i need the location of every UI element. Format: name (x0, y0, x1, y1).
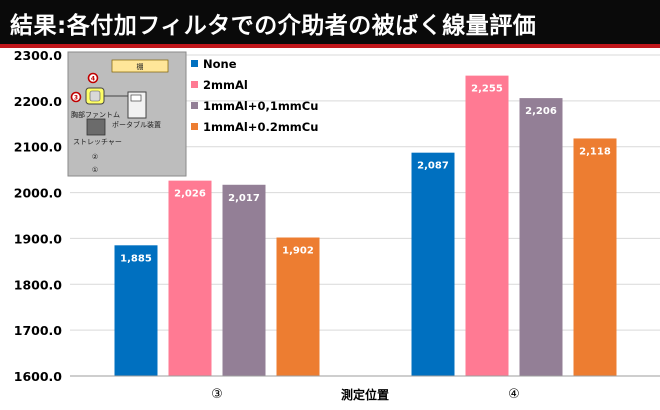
bar-None-0 (114, 245, 158, 376)
y-axis-tick-labels: 1600.0 1700.0 1800.0 1900.0 2000.0 2100.0 2200… (14, 48, 63, 384)
portable-head (130, 94, 142, 102)
legend-swatch-1 (191, 81, 198, 88)
phantom-label: 胸部ファントム (71, 110, 120, 119)
position-3-marker (70, 91, 82, 103)
y-tick-label-1800: 1800.0 (14, 277, 63, 292)
legend-label-0: None (203, 57, 237, 71)
y-tick-label-1900: 1900.0 (14, 231, 63, 246)
title-bar: 結果:各付加フィルタでの介助者の被ばく線量評価 (0, 0, 660, 44)
x-tick-label-1: ④ (508, 387, 520, 402)
legend-label-2: 1mmAl+0,1mmCu (203, 99, 318, 113)
legend-swatch-3 (191, 123, 198, 130)
bar-None-1 (411, 152, 455, 376)
data-label-1mmAl+0,1mmCu-0: 2,017 (228, 193, 260, 204)
data-label-1mmAl+0,1mmCu-1: 2,206 (525, 106, 557, 117)
inset-background (67, 51, 187, 177)
legend: None 2mmAl 1mmAl+0,1mmCu 1mmAl+0.2mmCu (191, 57, 318, 134)
shelf-box (111, 59, 169, 73)
x-tick-label-0: ③ (211, 387, 223, 402)
shelf-label: 棚 (137, 62, 144, 71)
y-tick-label-2100: 2100.0 (14, 140, 63, 155)
bar-2mmAl-0 (168, 180, 212, 376)
chest-phantom-inner (89, 90, 101, 102)
x-axis-title: 測定位置 (341, 387, 389, 402)
y-tick-label-2300: 2300.0 (14, 48, 63, 63)
data-label-None-1: 2,087 (417, 161, 449, 172)
legend-label-1: 2mmAl (203, 78, 248, 92)
y-tick-label-2000: 2000.0 (14, 186, 63, 201)
portable-label: ポータブル装置 (112, 120, 161, 129)
data-label-1mmAl+0.2mmCu-0: 1,902 (282, 246, 314, 257)
stretcher (86, 118, 106, 136)
data-label-2mmAl-1: 2,255 (471, 84, 503, 95)
data-label-1mmAl+0.2mmCu-1: 2,118 (579, 146, 611, 157)
position-3-marker-label: 3 (74, 95, 78, 102)
title-underline (0, 44, 660, 48)
legend-label-3: 1mmAl+0.2mmCu (203, 120, 318, 134)
data-labels: 1,885 2,026 2,017 1,902 2,087 2,255 2,206 2,118 (120, 84, 611, 265)
legend-swatch-2 (191, 102, 198, 109)
position-2-label: ② (92, 153, 98, 161)
stretcher-label: ストレッチャー (73, 138, 122, 146)
data-label-2mmAl-0: 2,026 (174, 189, 206, 200)
room-layout-inset: 棚 4 3 胸部ファントム ポータブル装置 ストレッチャー ② ① (67, 51, 187, 177)
bar-1mmAl+0,1mmCu-0 (222, 184, 266, 376)
bar-1mmAl+0,1mmCu-1 (519, 98, 563, 376)
position-4-marker-label: 4 (91, 76, 95, 83)
page-title: 結果:各付加フィルタでの介助者の被ばく線量評価 (10, 13, 537, 39)
position-1-label: ① (92, 166, 98, 174)
position-4-marker (87, 72, 99, 84)
bar-2mmAl-1 (465, 75, 509, 376)
y-tick-label-1700: 1700.0 (14, 323, 63, 338)
legend-swatch-0 (191, 60, 198, 67)
y-tick-label-2200: 2200.0 (14, 94, 63, 109)
data-label-None-0: 1,885 (120, 253, 152, 264)
bars (114, 75, 617, 376)
bar-1mmAl+0.2mmCu-0 (276, 237, 320, 376)
y-tick-label-1600: 1600.0 (14, 369, 63, 384)
bar-1mmAl+0.2mmCu-1 (573, 138, 617, 376)
